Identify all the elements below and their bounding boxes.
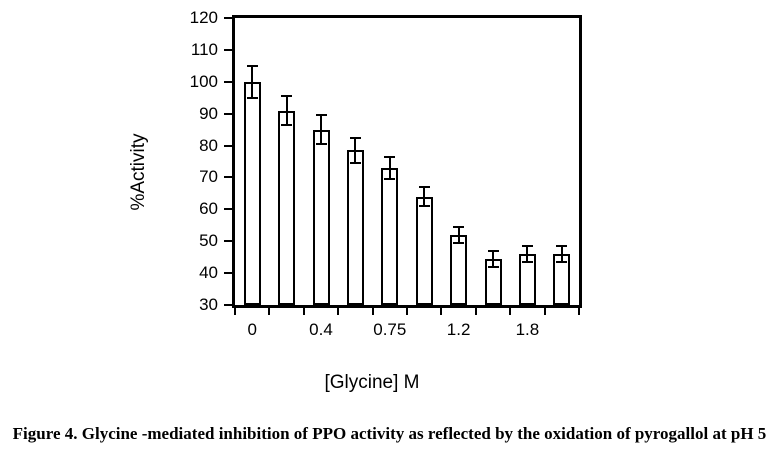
x-tick-7: [474, 308, 477, 315]
error-bar-cap-top-9: [556, 245, 568, 247]
bar-0: [243, 81, 261, 305]
error-bar-line-8: [526, 246, 529, 262]
x-tick-0: [234, 308, 236, 315]
error-bar-cap-top-1: [281, 95, 293, 98]
x-axis-title: [Glycine] M: [324, 372, 420, 393]
x-tick-5: [406, 308, 408, 315]
x-tick-10: [578, 308, 580, 315]
x-tick-2: [302, 308, 305, 315]
error-bar-line-5: [423, 187, 426, 207]
y-tick-label-120: 120: [189, 8, 218, 27]
figure-caption: Figure 4. Glycine -mediated inhibition o…: [12, 424, 767, 443]
y-tick-50: [224, 240, 232, 243]
error-bar-line-0: [251, 65, 254, 98]
y-tick-label-90: 90: [199, 103, 218, 123]
x-tick-6: [440, 308, 443, 315]
x-tick-label-0: 0: [247, 320, 257, 339]
x-tick-label-0.4: 0.4: [309, 320, 333, 339]
bar-6: [450, 234, 468, 305]
x-tick-1: [268, 308, 271, 315]
error-bar-cap-bottom-6: [453, 241, 465, 244]
x-tick-3: [337, 308, 340, 315]
error-bar-line-6: [457, 226, 460, 243]
plot-area: [232, 15, 582, 308]
x-tick-8: [509, 308, 512, 315]
bar-1: [278, 110, 296, 305]
y-tick-80: [224, 144, 232, 147]
error-bar-line-7: [492, 250, 494, 267]
error-bar-line-4: [388, 156, 391, 179]
bar-5: [415, 196, 433, 305]
y-axis-title: %Activity: [128, 133, 149, 211]
error-bar-cap-top-5: [418, 186, 430, 188]
error-bar-cap-bottom-0: [246, 96, 258, 99]
y-tick-label-40: 40: [199, 263, 218, 283]
error-bar-cap-top-4: [384, 155, 396, 158]
error-bar-cap-top-0: [246, 64, 258, 67]
error-bar-line-3: [354, 137, 357, 164]
y-tick-label-100: 100: [189, 71, 218, 91]
x-tick-label-1.2: 1.2: [446, 320, 471, 339]
error-bar-cap-top-2: [315, 114, 327, 117]
error-bar-cap-top-8: [521, 245, 533, 247]
error-bar-cap-bottom-8: [521, 261, 533, 263]
y-tick-label-50: 50: [199, 231, 218, 251]
error-bar-cap-top-7: [487, 249, 499, 252]
error-bar-cap-bottom-1: [281, 123, 293, 126]
error-bar-cap-bottom-3: [349, 162, 361, 165]
y-tick-label-60: 60: [199, 199, 218, 219]
y-tick-110: [224, 48, 232, 51]
bar-2: [312, 129, 330, 305]
x-tick-4: [371, 308, 374, 315]
bar-4: [381, 167, 399, 305]
error-bar-line-1: [285, 96, 288, 125]
y-tick-90: [224, 112, 232, 115]
error-bar-cap-bottom-5: [418, 205, 430, 208]
bar-3: [346, 150, 364, 305]
y-tick-40: [224, 272, 232, 275]
y-tick-label-70: 70: [199, 167, 218, 187]
error-bar-line-2: [320, 115, 322, 144]
y-tick-label-30: 30: [199, 295, 218, 314]
y-tick-60: [224, 208, 232, 211]
error-bar-cap-top-6: [453, 225, 465, 228]
x-tick-label-0.75: 0.75: [373, 320, 407, 339]
y-tick-100: [224, 80, 232, 83]
y-tick-70: [224, 176, 232, 179]
x-tick-9: [543, 308, 546, 315]
error-bar-line-9: [560, 246, 563, 262]
error-bar-cap-bottom-9: [556, 261, 568, 263]
y-tick-label-80: 80: [199, 135, 218, 155]
x-tick-label-1.8: 1.8: [515, 320, 540, 339]
error-bar-cap-bottom-2: [315, 143, 327, 145]
y-tick-label-110: 110: [190, 39, 218, 59]
error-bar-cap-bottom-4: [384, 178, 396, 180]
error-bar-cap-bottom-7: [487, 265, 499, 268]
y-tick-120: [224, 17, 232, 19]
error-bar-cap-top-3: [349, 136, 361, 139]
y-tick-30: [224, 304, 232, 306]
